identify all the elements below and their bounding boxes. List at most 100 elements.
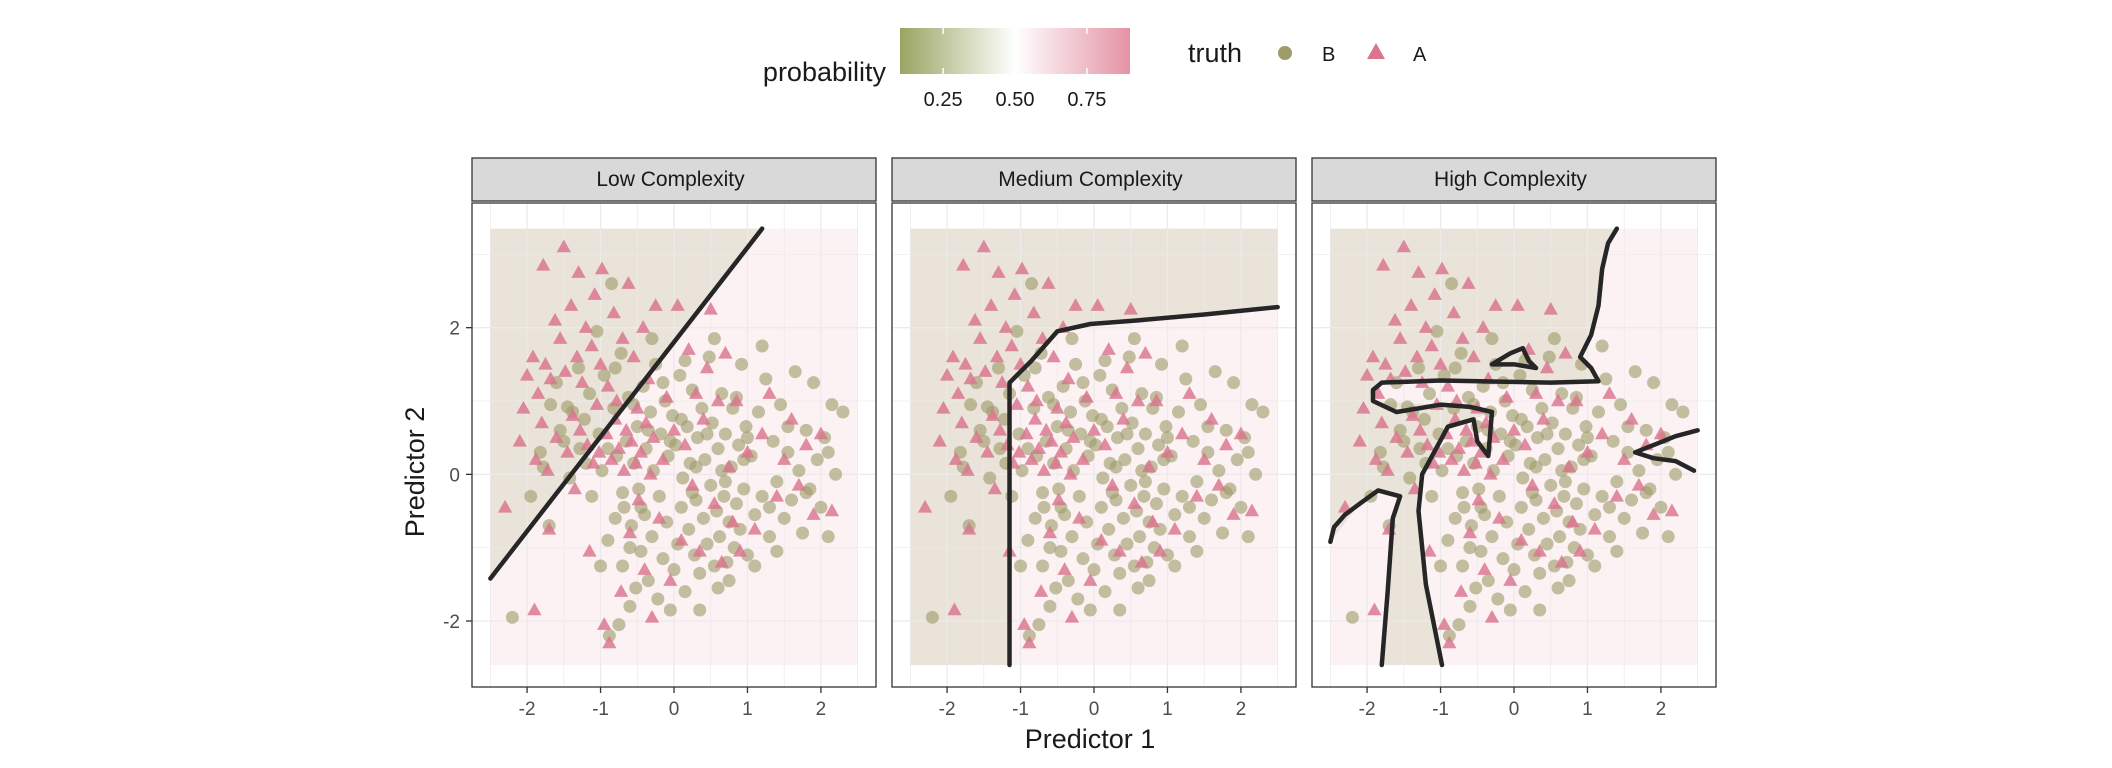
- point-a: [1440, 378, 1456, 392]
- point-a: [1459, 422, 1474, 436]
- point-b: [796, 526, 810, 540]
- point-b: [689, 460, 703, 474]
- point-a: [1048, 455, 1063, 469]
- point-b: [1572, 438, 1586, 452]
- point-b: [1507, 563, 1521, 577]
- x-tick-label: -2: [1359, 699, 1376, 720]
- point-a: [565, 408, 580, 421]
- point-a: [987, 481, 1002, 495]
- point-a: [615, 331, 630, 344]
- point-a: [1160, 444, 1175, 458]
- point-a: [631, 492, 646, 506]
- point-b: [623, 599, 637, 613]
- decision-boundary: [1489, 345, 1539, 371]
- panel-strip: [891, 157, 1297, 202]
- point-a: [666, 422, 682, 436]
- point-b: [1345, 610, 1359, 624]
- point-b: [674, 412, 688, 426]
- point-b: [1569, 497, 1583, 511]
- legend-key-b: [1278, 46, 1292, 60]
- point-a: [670, 298, 685, 311]
- point-b: [1448, 511, 1462, 525]
- point-a: [1189, 488, 1204, 502]
- point-a: [1226, 507, 1241, 520]
- point-a: [1026, 305, 1041, 319]
- point-a: [1053, 444, 1069, 458]
- point-b: [1558, 475, 1572, 489]
- point-a: [976, 239, 991, 253]
- point-b: [814, 500, 828, 514]
- point-b: [1529, 460, 1543, 474]
- point-a: [638, 415, 654, 429]
- point-a: [1204, 411, 1219, 425]
- point-a: [1446, 305, 1461, 319]
- point-a: [962, 521, 977, 535]
- point-b: [1049, 581, 1063, 595]
- point-b: [1083, 603, 1097, 617]
- decision-boundary: [1007, 304, 1280, 668]
- point-a: [762, 386, 777, 399]
- point-b: [1540, 537, 1554, 551]
- point-b: [944, 489, 958, 503]
- point-b: [1639, 423, 1653, 437]
- point-b: [1043, 541, 1057, 555]
- point-a: [1359, 367, 1375, 381]
- point-a: [553, 331, 568, 344]
- point-b: [1043, 599, 1057, 613]
- point-b: [1558, 427, 1572, 441]
- point-b: [641, 574, 655, 588]
- point-a: [681, 342, 696, 355]
- point-b: [1109, 460, 1123, 474]
- point-a: [1492, 510, 1507, 524]
- point-a: [646, 430, 661, 443]
- point-b: [682, 522, 696, 536]
- point-a: [525, 349, 541, 363]
- point-a: [1464, 433, 1479, 447]
- point-a: [1646, 507, 1661, 520]
- point-a: [710, 393, 726, 407]
- point-b: [1074, 427, 1088, 441]
- point-b: [656, 552, 670, 566]
- legend-key-a: [1367, 43, 1385, 59]
- point-a: [1376, 257, 1391, 271]
- point-a: [777, 452, 792, 465]
- point-b: [1412, 361, 1426, 375]
- point-a: [1510, 298, 1525, 311]
- point-b: [1553, 530, 1567, 544]
- point-a: [547, 312, 563, 326]
- point-a: [1476, 320, 1491, 333]
- point-a: [769, 488, 784, 502]
- point-a: [732, 543, 748, 557]
- panel-title: High Complexity: [1434, 168, 1587, 191]
- point-a: [591, 444, 607, 458]
- point-b: [762, 500, 776, 514]
- point-a: [995, 375, 1010, 388]
- point-b: [1234, 500, 1248, 514]
- point-b: [1190, 544, 1204, 558]
- point-a: [806, 507, 821, 520]
- point-b: [1133, 530, 1147, 544]
- point-b: [785, 493, 799, 507]
- point-b: [1454, 346, 1468, 360]
- point-a: [636, 320, 651, 333]
- point-a: [1400, 444, 1415, 458]
- point-b: [1632, 464, 1646, 478]
- point-a: [619, 422, 634, 436]
- legend-tick-label: 0.75: [1067, 89, 1106, 111]
- point-a: [978, 364, 993, 377]
- point-a: [1420, 437, 1435, 451]
- point-a: [984, 298, 999, 311]
- point-a: [1449, 393, 1464, 407]
- point-a: [1079, 389, 1094, 403]
- point-a: [1175, 426, 1190, 440]
- point-b: [1595, 339, 1609, 353]
- point-b: [663, 434, 677, 448]
- point-b: [1474, 544, 1488, 558]
- panel-title: Low Complexity: [596, 168, 745, 191]
- point-b: [1417, 412, 1431, 426]
- point-a: [1051, 492, 1066, 506]
- point-a: [1011, 444, 1027, 458]
- point-b: [583, 387, 597, 401]
- point-b: [1021, 442, 1035, 456]
- point-a: [688, 386, 704, 399]
